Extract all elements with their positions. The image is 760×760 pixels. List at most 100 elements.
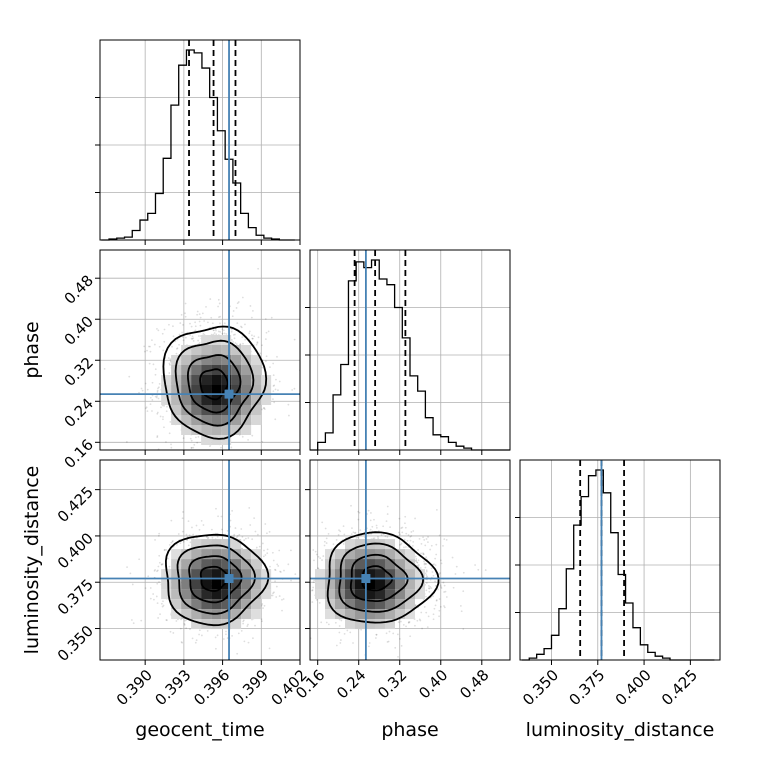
- sample-point: [194, 321, 197, 324]
- density-cell: [211, 569, 222, 580]
- sample-point: [188, 534, 191, 537]
- sample-point: [217, 330, 220, 333]
- sample-point: [251, 538, 254, 541]
- density-cell: [241, 569, 252, 580]
- axes-frame: [309, 249, 511, 451]
- sample-point: [276, 355, 278, 358]
- sample-point: [156, 582, 159, 585]
- sample-point: [168, 432, 171, 435]
- sample-point: [389, 526, 391, 529]
- sample-point: [191, 526, 193, 529]
- sample-point: [356, 536, 359, 539]
- sample-point: [339, 530, 342, 533]
- sample-point: [223, 322, 226, 325]
- sample-point: [209, 445, 211, 448]
- sample-point: [452, 586, 455, 589]
- sample-point: [339, 642, 342, 644]
- sample-point: [217, 298, 220, 301]
- axes-frame: [519, 459, 721, 661]
- density-cell: [191, 609, 202, 620]
- density-cell: [171, 395, 182, 405]
- sample-point: [340, 619, 343, 622]
- sample-point: [149, 587, 152, 589]
- density-cell: [181, 569, 192, 580]
- sample-point: [338, 625, 341, 627]
- sample-point: [154, 368, 157, 371]
- sample-point: [181, 517, 184, 520]
- sample-point: [350, 504, 352, 507]
- sample-point: [416, 561, 419, 564]
- sample-point: [414, 517, 416, 520]
- sample-point: [435, 599, 438, 602]
- sample-point: [427, 615, 430, 618]
- sample-point: [253, 517, 256, 520]
- sample-point: [156, 435, 159, 437]
- sample-point: [346, 629, 349, 632]
- sample-point: [410, 531, 413, 533]
- sample-point: [210, 316, 213, 319]
- truth-marker: [361, 574, 371, 584]
- sample-point: [321, 559, 323, 561]
- sample-point: [405, 625, 407, 628]
- density-cell: [201, 395, 212, 405]
- sample-point: [398, 517, 401, 520]
- sample-point: [264, 318, 267, 320]
- sample-point: [169, 630, 172, 633]
- density-cell: [385, 599, 395, 610]
- sample-point: [272, 385, 275, 387]
- sample-point: [163, 548, 166, 551]
- density-cell: [251, 395, 262, 405]
- density-cell: [241, 589, 252, 600]
- sample-point: [218, 302, 221, 305]
- sample-point: [439, 572, 441, 574]
- density-cell: [241, 365, 252, 375]
- sample-point: [410, 535, 413, 537]
- sample-point: [317, 567, 319, 569]
- density-cell: [335, 559, 345, 570]
- sample-point: [203, 320, 206, 322]
- sample-point: [179, 322, 182, 324]
- sample-point: [375, 524, 378, 527]
- sample-point: [238, 455, 240, 457]
- density-cell: [161, 375, 172, 385]
- sample-point: [367, 509, 370, 512]
- sample-point: [195, 524, 198, 527]
- sample-point: [381, 661, 383, 663]
- sample-point: [244, 537, 247, 540]
- density-cell: [405, 559, 415, 570]
- sample-point: [386, 641, 389, 643]
- sample-point: [425, 570, 428, 573]
- sample-point: [306, 550, 308, 552]
- sample-point: [261, 603, 264, 605]
- x-tick-label-luminosity_distance: 0.350: [519, 666, 562, 709]
- sample-point: [225, 630, 227, 633]
- sample-point: [425, 595, 427, 598]
- density-cell: [261, 395, 272, 405]
- sample-point: [182, 540, 185, 543]
- sample-point: [184, 619, 186, 622]
- density-cell: [345, 549, 355, 560]
- sample-point: [442, 581, 445, 584]
- sample-point: [165, 619, 168, 621]
- density-cell: [171, 569, 182, 580]
- sample-point: [189, 437, 192, 440]
- sample-point: [126, 566, 128, 569]
- sample-point: [232, 333, 235, 336]
- density-cell: [325, 549, 335, 560]
- sample-point: [144, 407, 147, 410]
- sample-point: [325, 537, 328, 540]
- sample-point: [306, 569, 308, 571]
- sample-point: [303, 608, 305, 610]
- sample-point: [149, 396, 152, 399]
- sample-point: [247, 537, 250, 539]
- density-cell: [355, 549, 365, 560]
- sample-point: [477, 568, 480, 571]
- sample-point: [429, 548, 432, 551]
- density-cell: [221, 345, 232, 355]
- sample-point: [359, 529, 362, 532]
- sample-point: [397, 531, 400, 534]
- density-cell: [191, 549, 202, 560]
- sample-point: [210, 528, 213, 531]
- sample-point: [440, 562, 443, 565]
- sample-point: [353, 532, 356, 535]
